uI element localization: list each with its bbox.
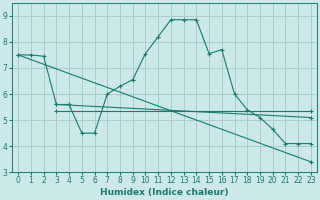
X-axis label: Humidex (Indice chaleur): Humidex (Indice chaleur) [100, 188, 229, 197]
